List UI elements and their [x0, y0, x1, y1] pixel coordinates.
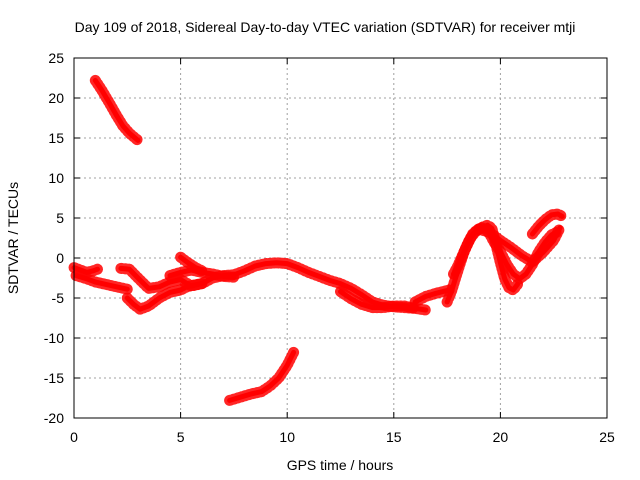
x-tick-labels: 0 5 10 15 20 25	[70, 429, 615, 445]
series-arc-12-error-ticks	[473, 222, 566, 268]
x-tick-label: 25	[599, 429, 615, 445]
y-tick-label: -10	[44, 330, 64, 346]
series-arc-2-error-ticks	[70, 270, 133, 295]
series-arc-1-error-ticks	[89, 74, 144, 146]
chart-title: Day 109 of 2018, Sidereal Day-to-day VTE…	[75, 19, 576, 35]
y-axis-label: SDTVAR / TECUs	[5, 182, 21, 294]
series-arc-7-error-ticks	[164, 264, 240, 283]
series-arc-14-error-ticks	[224, 346, 300, 406]
x-tick-label: 15	[386, 429, 402, 445]
y-tick-label: -20	[44, 410, 64, 426]
series-arc-8-error-ticks	[335, 286, 421, 314]
y-tick-label: 15	[48, 130, 64, 146]
axis-ticks	[73, 57, 608, 419]
y-tick-label: 20	[48, 90, 64, 106]
y-tick-label: 10	[48, 170, 64, 186]
x-tick-label: 5	[177, 429, 185, 445]
y-tick-label: 0	[56, 250, 64, 266]
y-tick-label: 25	[48, 50, 64, 66]
y-tick-label: -5	[52, 290, 65, 306]
series-arc-3-error-ticks	[68, 262, 103, 278]
x-axis-label: GPS time / hours	[287, 457, 394, 473]
y-tick-labels: -20 -15 -10 -5 0 5 10 15 20 25	[44, 50, 64, 426]
x-tick-label: 0	[70, 429, 78, 445]
series-arc-5-error-ticks	[121, 278, 208, 315]
plot-frame	[73, 57, 608, 419]
y-tick-label: 5	[56, 210, 64, 226]
x-tick-label: 20	[493, 429, 509, 445]
y-tick-label: -15	[44, 370, 64, 386]
x-tick-label: 10	[279, 429, 295, 445]
series-arc-13-error-ticks	[526, 208, 568, 240]
grid-lines	[74, 58, 607, 418]
series-arc-9-error-ticks	[409, 284, 455, 308]
data-series	[68, 74, 568, 406]
